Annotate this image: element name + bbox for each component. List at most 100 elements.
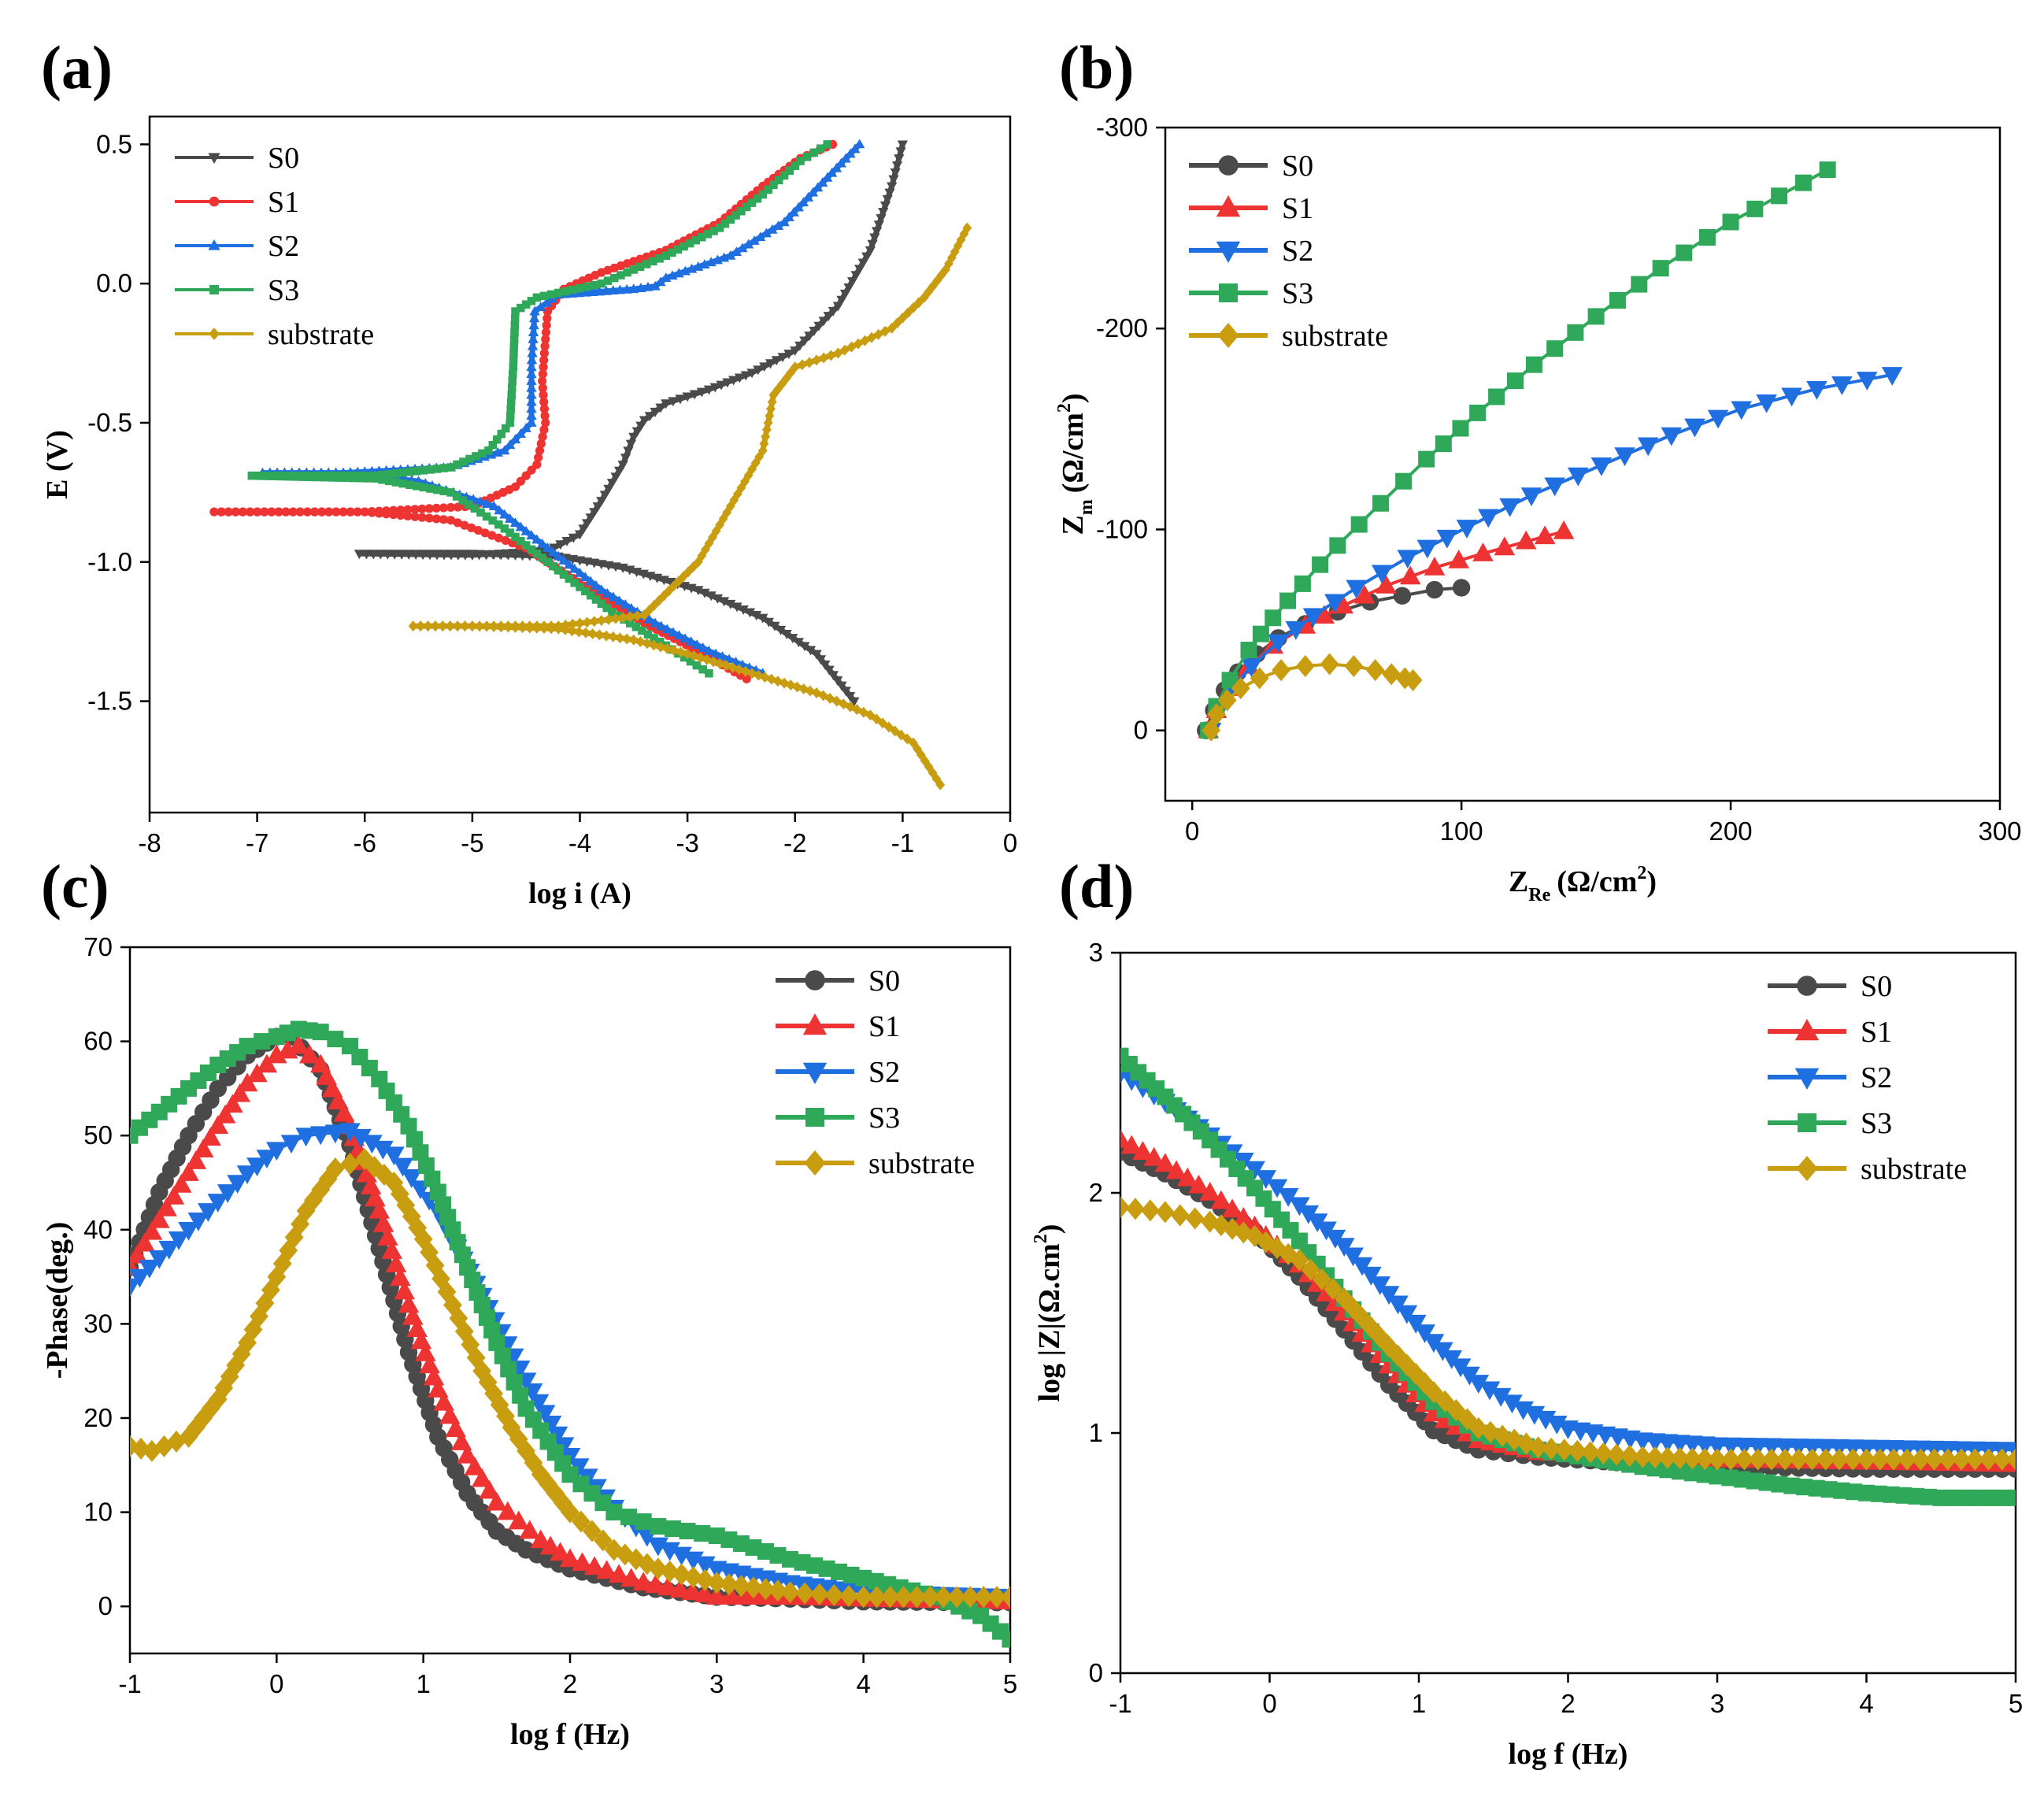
data-point-S2	[845, 148, 856, 158]
data-point-S1	[457, 1444, 478, 1464]
data-point-S0	[854, 265, 865, 275]
data-point-S0	[592, 502, 603, 513]
data-point-S2	[540, 1416, 562, 1435]
data-point-S2	[1788, 1439, 1809, 1457]
data-point-S3	[1932, 1489, 1950, 1506]
data-point-S0	[644, 412, 655, 422]
data-point-substrate	[779, 677, 790, 689]
data-point-S2	[602, 587, 613, 598]
data-point-S3	[694, 1525, 711, 1542]
data-point-substrate	[1762, 1448, 1781, 1471]
data-point-S2	[505, 513, 516, 523]
data-point-S2	[767, 224, 778, 234]
data-point-S1	[185, 1150, 207, 1169]
data-point-S3	[785, 166, 794, 175]
data-point-S1	[1120, 1128, 1131, 1148]
data-point-S0	[867, 239, 878, 250]
data-point-S0	[487, 550, 498, 560]
data-point-S1	[178, 1162, 199, 1181]
data-point-S2	[1436, 529, 1458, 549]
data-point-S2	[822, 172, 833, 182]
y-axis-label: Zm(Ω/cm2)	[1054, 393, 1097, 535]
data-point-S3	[608, 608, 617, 617]
data-point-S2	[515, 428, 527, 439]
data-point-S1	[669, 1579, 691, 1598]
data-point-S3	[247, 471, 257, 480]
data-point-S0	[610, 472, 621, 483]
data-point-S2	[1568, 467, 1589, 487]
data-point-substrate	[1446, 1399, 1466, 1422]
data-point-S1	[148, 1209, 170, 1228]
data-point-S1	[1472, 542, 1494, 561]
data-point-S0	[354, 550, 365, 560]
data-point-S2	[1387, 1295, 1409, 1315]
series-S3	[1200, 161, 1836, 739]
legend-marker-S1	[1794, 1019, 1820, 1041]
plot-area-d	[1120, 1047, 2016, 1506]
x-tick-label: 5	[2009, 1689, 2023, 1718]
data-point-substrate	[574, 626, 584, 638]
data-point-S2	[1414, 1324, 1435, 1343]
data-point-S3	[435, 1196, 452, 1213]
data-point-S0	[831, 676, 843, 686]
data-point-S2	[528, 313, 540, 323]
series-substrate	[1120, 1196, 2016, 1471]
data-point-S0	[606, 479, 618, 488]
data-point-substrate	[1272, 659, 1290, 682]
data-point-S3	[506, 398, 516, 406]
x-tick-label: -1	[1109, 1689, 1131, 1718]
data-point-S2	[1378, 1286, 1400, 1305]
data-point-S3	[508, 383, 517, 393]
data-point-substrate	[772, 676, 783, 687]
data-point-S2	[526, 403, 537, 413]
data-point-S1	[424, 513, 434, 523]
data-point-S2	[1456, 520, 1478, 539]
data-point-S2	[529, 305, 540, 316]
data-point-substrate	[575, 617, 585, 629]
data-point-substrate	[325, 1157, 345, 1180]
data-point-S2	[528, 320, 539, 330]
data-point-S1	[410, 512, 420, 521]
data-point-S3	[1676, 244, 1693, 261]
data-point-S1	[381, 506, 391, 516]
data-point-S2	[798, 197, 809, 207]
y-tick-label: -300	[1096, 113, 1148, 142]
data-point-S3	[698, 232, 706, 242]
y-axis-label: -Phase(deg.)	[41, 1222, 74, 1379]
data-point-substrate	[809, 1583, 829, 1605]
data-point-substrate	[872, 713, 882, 725]
data-point-S0	[417, 550, 428, 561]
data-point-S3	[239, 1038, 256, 1055]
x-tick-label: -6	[354, 828, 376, 857]
data-point-S3	[1945, 1489, 1962, 1506]
data-point-S1	[1515, 530, 1537, 550]
data-point-substrate	[781, 372, 791, 384]
data-point-S0	[824, 665, 835, 676]
legend-label: S2	[268, 230, 299, 263]
data-point-S2	[1756, 394, 1777, 413]
data-point-substrate	[792, 681, 802, 693]
data-point-S0	[787, 634, 798, 644]
data-point-S2	[835, 157, 846, 168]
data-point-S2	[626, 602, 637, 613]
data-point-substrate	[1657, 1446, 1677, 1469]
data-point-S1	[431, 503, 441, 513]
data-point-S0	[763, 617, 775, 628]
data-point-S1	[433, 1391, 455, 1411]
data-point-substrate	[1200, 1210, 1220, 1233]
data-point-substrate	[1155, 1201, 1175, 1224]
y-tick-label: 70	[83, 932, 113, 961]
data-point-S1	[246, 1063, 268, 1083]
data-point-substrate	[854, 338, 863, 350]
data-point-S0	[424, 550, 435, 561]
data-point-S2	[553, 550, 564, 561]
data-point-substrate	[416, 620, 426, 632]
data-point-S3	[679, 242, 688, 251]
data-point-substrate	[754, 669, 764, 681]
data-point-S2	[217, 1184, 239, 1203]
data-point-S3	[1758, 1474, 1776, 1491]
data-point-S1	[473, 525, 483, 535]
legend-item-S2: S2	[1189, 235, 1313, 268]
data-point-S3	[439, 1209, 457, 1226]
data-point-S1	[389, 505, 398, 515]
